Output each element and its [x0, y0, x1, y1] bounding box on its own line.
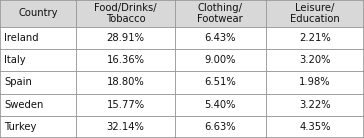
Text: Country: Country: [19, 8, 58, 18]
Text: Leisure/
Education: Leisure/ Education: [290, 3, 340, 24]
Bar: [0, 116, 76, 138]
Text: 3.20%: 3.20%: [299, 55, 331, 65]
Text: Sweden: Sweden: [4, 100, 44, 110]
Text: 15.77%: 15.77%: [107, 100, 145, 110]
Bar: [0, 0, 76, 27]
Text: 28.91%: 28.91%: [107, 33, 145, 43]
Bar: [266, 71, 364, 94]
Bar: [175, 49, 266, 71]
Text: Food/Drinks/
Tobacco: Food/Drinks/ Tobacco: [94, 3, 157, 24]
Text: 16.36%: 16.36%: [107, 55, 145, 65]
Text: 6.51%: 6.51%: [204, 77, 236, 87]
Bar: [266, 0, 364, 27]
Bar: [0, 27, 76, 49]
Text: Clothing/
Footwear: Clothing/ Footwear: [197, 3, 243, 24]
Bar: [0, 71, 76, 94]
Text: 6.63%: 6.63%: [205, 122, 236, 132]
Text: Spain: Spain: [4, 77, 32, 87]
Bar: [266, 27, 364, 49]
Text: 9.00%: 9.00%: [205, 55, 236, 65]
Bar: [266, 49, 364, 71]
Text: 2.21%: 2.21%: [299, 33, 331, 43]
Bar: [175, 27, 266, 49]
Bar: [175, 71, 266, 94]
Bar: [76, 71, 175, 94]
Bar: [76, 94, 175, 116]
Bar: [175, 0, 266, 27]
Bar: [266, 94, 364, 116]
Bar: [175, 94, 266, 116]
Text: Italy: Italy: [4, 55, 26, 65]
Bar: [175, 116, 266, 138]
Bar: [76, 27, 175, 49]
Bar: [266, 116, 364, 138]
Bar: [76, 0, 175, 27]
Text: 3.22%: 3.22%: [299, 100, 331, 110]
Bar: [76, 49, 175, 71]
Bar: [76, 116, 175, 138]
Text: 32.14%: 32.14%: [107, 122, 145, 132]
Text: 1.98%: 1.98%: [299, 77, 331, 87]
Text: Turkey: Turkey: [4, 122, 37, 132]
Text: 6.43%: 6.43%: [205, 33, 236, 43]
Text: Ireland: Ireland: [4, 33, 39, 43]
Text: 4.35%: 4.35%: [299, 122, 331, 132]
Text: 18.80%: 18.80%: [107, 77, 145, 87]
Text: 5.40%: 5.40%: [205, 100, 236, 110]
Bar: [0, 49, 76, 71]
Bar: [0, 94, 76, 116]
